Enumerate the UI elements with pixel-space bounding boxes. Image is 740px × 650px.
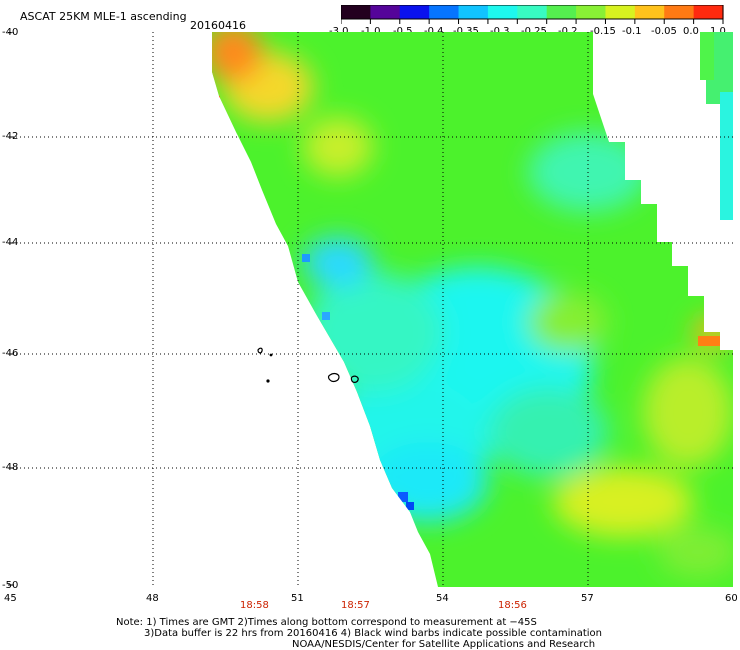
colorbar-swatch [399,5,430,19]
lon-label-57: 57 [581,593,594,604]
island-dot [269,353,273,357]
map-plot [8,32,733,587]
colorbar-swatch [370,5,401,19]
island-outline [327,372,340,383]
colorbar-swatch [517,5,548,19]
product-title: ASCAT 25KM MLE-1 ascending [20,10,187,23]
island-outline [257,347,263,354]
colorbar-label-7: -0.2 [558,26,578,37]
lat-label-50: -50 [2,580,19,591]
colorbar-label-10: -0.05 [651,26,677,37]
note-line-1: Note: 1) Times are GMT 2)Times along bot… [116,617,537,628]
time-label-2: 18:57 [341,600,370,611]
colorbar-swatch [429,5,460,19]
lat-label-48: -48 [2,462,19,473]
lon-label-45: 45 [4,593,17,604]
colorbar-swatch [634,5,665,19]
wind-swath [212,32,733,587]
colorbar-swatch [458,5,489,19]
colorbar-label-4: -0.35 [453,26,479,37]
colorbar-label-2: -0.5 [393,26,413,37]
lat-label-42: -42 [2,131,19,142]
colorbar-label-6: -0.25 [521,26,547,37]
graticule [8,32,733,587]
colorbar-label-3: -0.4 [424,26,444,37]
note-line-3: NOAA/NESDIS/Center for Satellite Applica… [292,639,596,650]
colorbar [341,5,724,24]
time-label-3: 18:56 [498,600,527,611]
island-dot [266,379,270,383]
lon-label-60: 60 [725,593,738,604]
colorbar-swatch [576,5,607,19]
colorbar-swatch [605,5,636,19]
colorbar-label-11: 0.0 [683,26,699,37]
colorbar-swatch [664,5,695,19]
colorbar-label-1: -1.0 [361,26,381,37]
colorbar-swatch [487,5,518,19]
lat-label-44: -44 [2,237,19,248]
colorbar-label-9: -0.1 [622,26,642,37]
colorbar-swatch [546,5,577,19]
lat-label-40: -40 [2,27,19,38]
product-date: 20160416 [190,19,246,32]
lon-label-48: 48 [146,593,159,604]
lat-label-46: -46 [2,348,19,359]
colorbar-ticks [341,19,724,24]
island-outline [350,375,359,383]
axis-ticks [8,32,14,586]
note-line-2: 3)Data buffer is 22 hrs from 20160416 4)… [144,628,602,639]
colorbar-swatch [341,5,371,19]
colorbar-border [341,5,724,20]
lon-label-51: 51 [291,593,304,604]
colorbar-label-5: -0.3 [490,26,510,37]
colorbar-label-8: -0.15 [590,26,616,37]
lon-label-54: 54 [436,593,449,604]
colorbar-label-12: 1.0 [710,26,726,37]
island-outlines [257,347,359,383]
time-label-1: 18:58 [240,600,269,611]
secondary-swath [700,32,733,220]
colorbar-swatches [341,5,724,19]
colorbar-label-0: -3.0 [329,26,349,37]
colorbar-swatch [693,5,724,19]
